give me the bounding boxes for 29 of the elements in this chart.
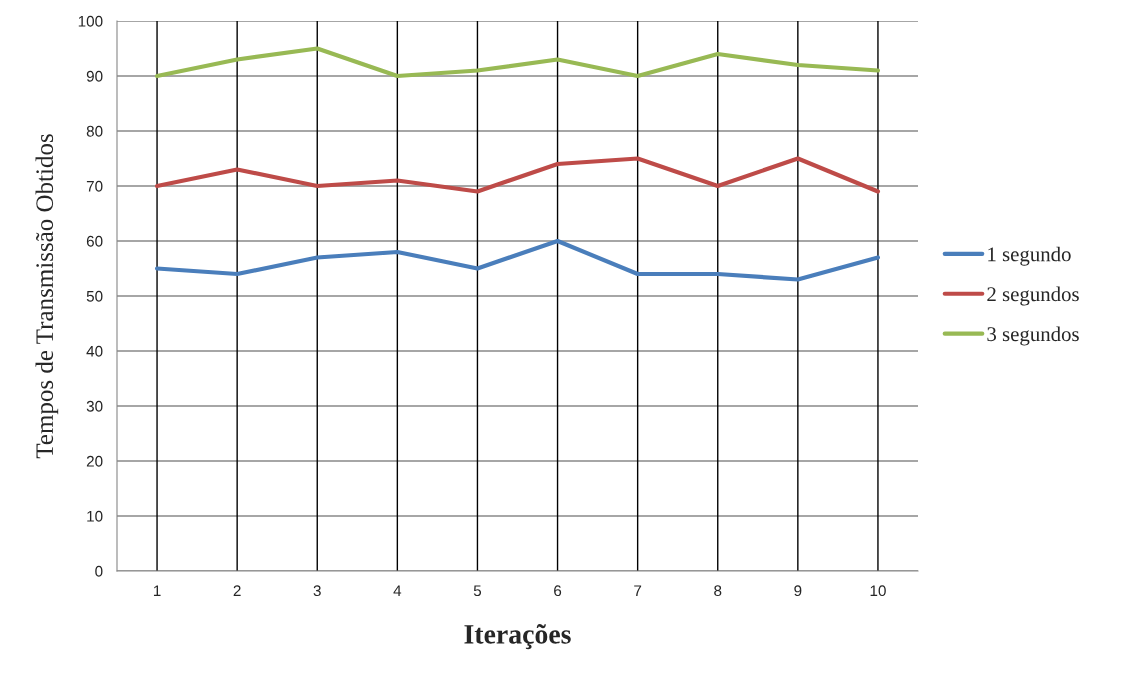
line-series (154, 238, 881, 282)
legend-label: 2 segundos (987, 286, 1079, 306)
y-tick-label: 60 (86, 235, 103, 247)
y-tick-label: 70 (86, 180, 103, 192)
y-tick-label: 30 (86, 400, 103, 412)
x-tick-label: 6 (554, 585, 562, 597)
legend-label: 1 segundo (988, 246, 1071, 266)
x-tick-label: 2 (233, 585, 241, 596)
y-axis-title: Tempos de Transmissão Obtidos (35, 134, 59, 459)
legend-label: 3 segundos (987, 326, 1079, 346)
x-axis-title: Iterações (464, 624, 571, 650)
line-series (154, 156, 881, 194)
x-tick-label: 7 (634, 585, 642, 596)
line-series (154, 46, 881, 79)
y-tick-label: 80 (86, 125, 103, 137)
x-tick-label: 3 (313, 585, 321, 597)
y-tick-label: 50 (86, 290, 103, 302)
y-tick-label: 10 (87, 510, 103, 522)
x-tick-label: 5 (473, 585, 482, 597)
y-tick-label: 20 (86, 455, 103, 467)
x-tick-label: 10 (870, 585, 886, 597)
y-tick-label: 90 (86, 70, 103, 82)
y-tick-label: 100 (78, 15, 103, 27)
x-tick-label: 1 (153, 585, 161, 596)
y-tick-label: 0 (95, 565, 103, 577)
y-tick-label: 40 (86, 345, 103, 357)
x-tick-label: 8 (714, 585, 722, 597)
x-tick-label: 4 (393, 585, 402, 596)
x-tick-label: 9 (794, 585, 802, 597)
